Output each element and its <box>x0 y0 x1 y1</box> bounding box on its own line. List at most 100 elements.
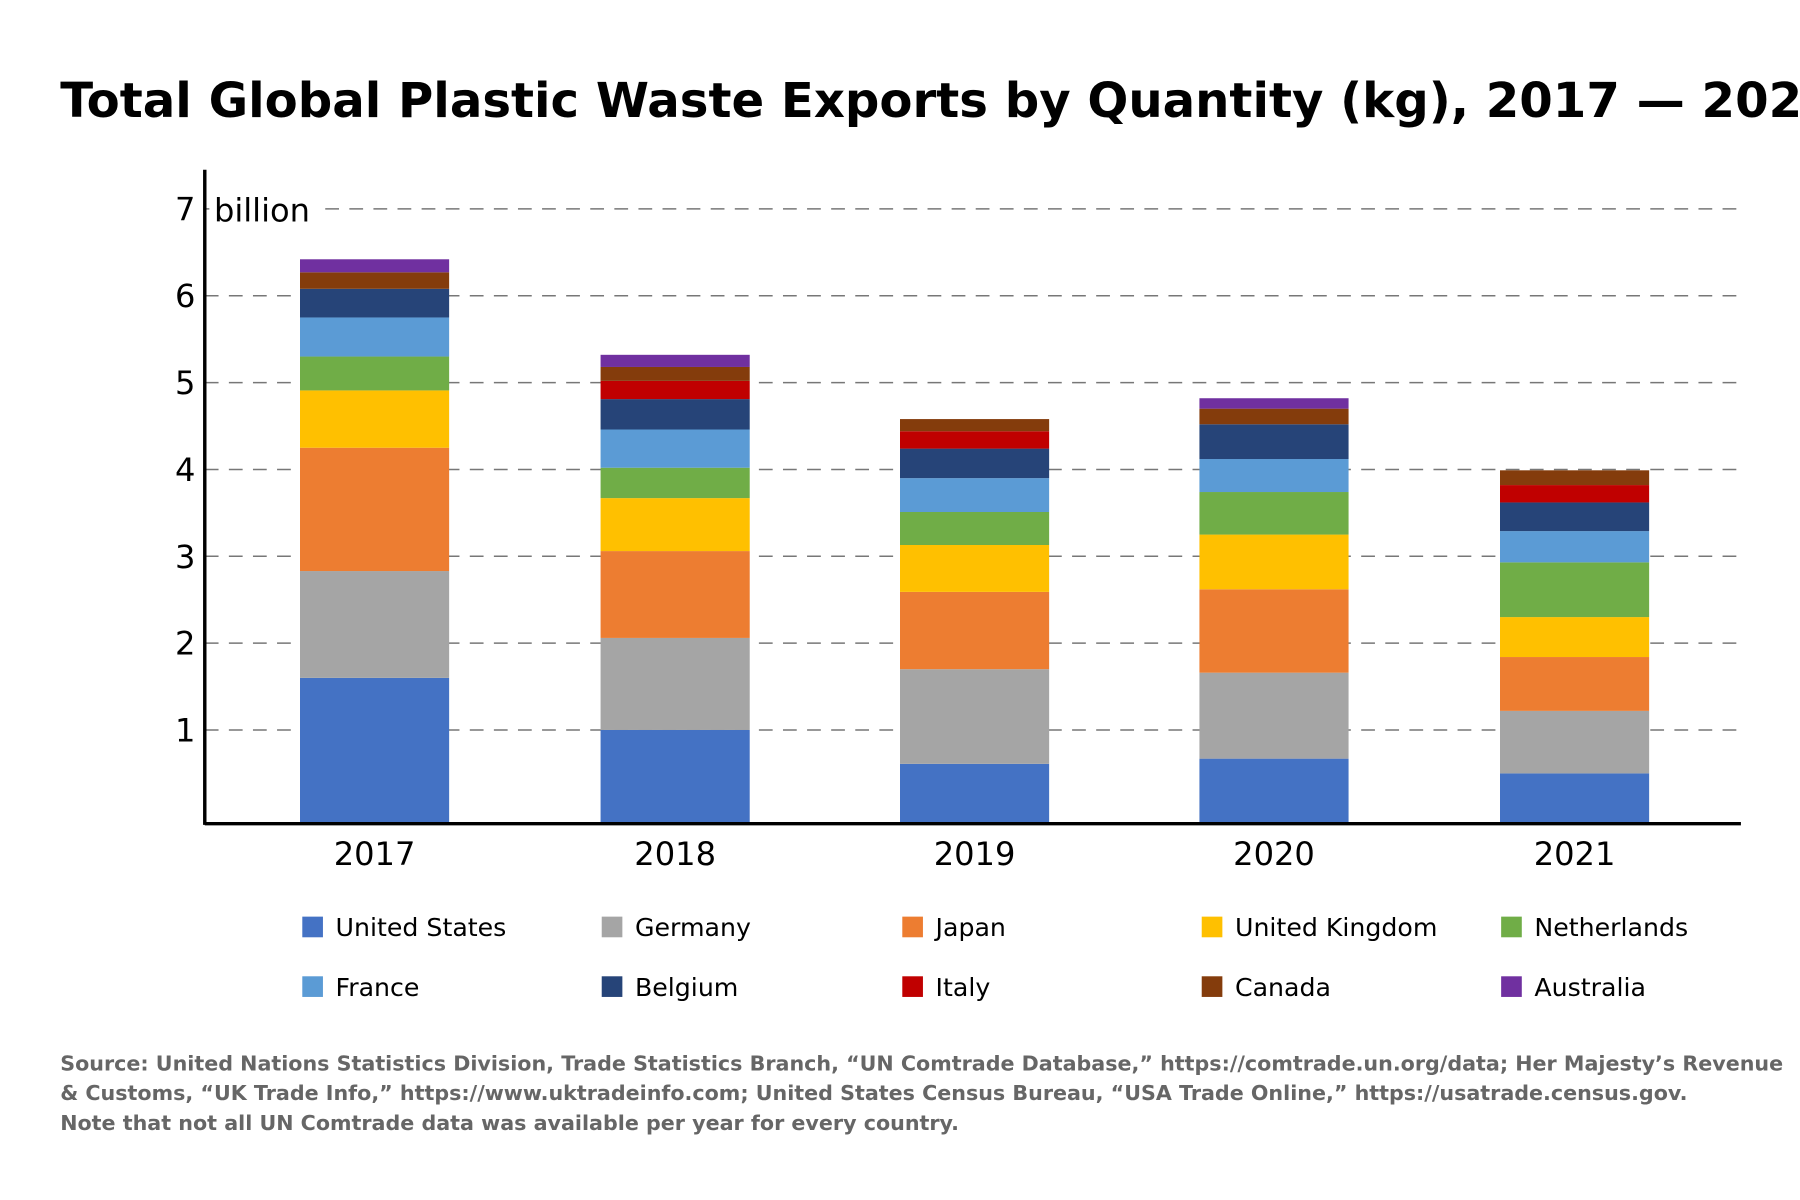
bar-segment-united-states-2019 <box>900 763 1050 824</box>
legend: United States Germany Japan United Kingdom N… <box>302 913 1688 1002</box>
bar-segment-france-2020 <box>1199 459 1349 493</box>
legend-item-united-states: United States <box>302 913 506 942</box>
bar-segment-netherlands-2019 <box>900 511 1050 546</box>
legend-swatch <box>1201 916 1223 938</box>
legend-item-australia: Australia <box>1501 973 1646 1002</box>
bar-segment-germany-2020 <box>1199 672 1349 759</box>
bar-segment-canada-2017 <box>300 272 450 289</box>
legend-label: United States <box>336 913 507 942</box>
legend-item-netherlands: Netherlands <box>1501 913 1688 942</box>
x-tick-label: 2018 <box>634 835 716 873</box>
bar-segment-belgium-2019 <box>900 448 1050 479</box>
x-tick-label: 2021 <box>1534 835 1616 873</box>
bar-segment-italy-2021 <box>1500 485 1650 503</box>
legend-item-france: France <box>302 973 419 1002</box>
bar-segment-united-states-2017 <box>300 677 450 824</box>
legend-label: Netherlands <box>1534 913 1688 942</box>
legend-swatch <box>902 916 923 938</box>
bar-segment-japan-2020 <box>1199 589 1349 673</box>
bar-segment-japan-2017 <box>300 447 450 572</box>
legend-swatch <box>1501 976 1522 997</box>
source-line-1: Source: United Nations Statistics Divisi… <box>60 1051 1783 1075</box>
bar-segment-belgium-2018 <box>600 399 750 430</box>
bar-segment-france-2017 <box>300 317 450 357</box>
bar-segment-japan-2018 <box>600 551 750 638</box>
x-tick-label: 2019 <box>934 835 1016 873</box>
bar-segment-italy-2019 <box>900 431 1050 449</box>
legend-swatch <box>302 976 323 997</box>
bar-segment-belgium-2017 <box>300 288 450 318</box>
legend-item-germany: Germany <box>601 913 751 942</box>
bar-segment-france-2019 <box>900 478 1050 512</box>
legend-item-belgium: Belgium <box>601 973 738 1002</box>
legend-label: Belgium <box>635 973 738 1002</box>
legend-swatch <box>902 976 923 997</box>
bar-segment-canada-2021 <box>1500 470 1650 486</box>
legend-swatch <box>601 916 623 938</box>
bar-segment-netherlands-2021 <box>1500 562 1650 618</box>
source-line-2: & Customs, “UK Trade Info,” https://www.… <box>60 1081 1687 1105</box>
bar-segment-japan-2019 <box>900 591 1050 670</box>
legend-item-canada: Canada <box>1201 973 1331 1002</box>
bar-segment-netherlands-2018 <box>600 467 750 499</box>
legend-label: Japan <box>934 913 1006 942</box>
y-tick-label: 7 <box>175 190 195 228</box>
legend-item-japan: Japan <box>902 913 1006 942</box>
bar-segment-netherlands-2020 <box>1199 492 1349 535</box>
bar-segment-canada-2020 <box>1199 408 1349 425</box>
legend-swatch <box>601 976 623 997</box>
legend-label: Germany <box>635 913 751 942</box>
bar-segment-france-2021 <box>1500 531 1650 563</box>
y-tick-label: 3 <box>175 538 195 576</box>
bar-segment-australia-2017 <box>300 259 450 273</box>
legend-label: Australia <box>1534 973 1646 1002</box>
legend-label: United Kingdom <box>1235 913 1437 942</box>
legend-swatch <box>1501 916 1522 938</box>
bar-segment-united-kingdom-2021 <box>1500 617 1650 658</box>
legend-item-united-kingdom: United Kingdom <box>1201 913 1437 942</box>
legend-label: France <box>336 973 420 1002</box>
chart-title: Total Global Plastic Waste Exports by Qu… <box>60 73 1800 129</box>
legend-swatch <box>302 916 323 938</box>
bar-segment-belgium-2021 <box>1500 502 1650 532</box>
legend-label: Italy <box>936 973 991 1002</box>
y-unit-label: billion <box>214 191 310 229</box>
x-tick-label: 2020 <box>1233 835 1315 873</box>
bar-segment-united-kingdom-2017 <box>300 390 450 448</box>
y-tick-label: 1 <box>175 711 195 749</box>
bar-segment-united-states-2020 <box>1199 758 1349 824</box>
y-tick-label: 4 <box>175 451 195 489</box>
y-tick-label: 2 <box>175 625 195 663</box>
y-tick-label: 6 <box>175 277 195 315</box>
bar-segment-germany-2021 <box>1500 710 1650 774</box>
bar-segment-italy-2018 <box>600 380 750 400</box>
bar-segment-japan-2021 <box>1500 657 1650 711</box>
bar-segment-netherlands-2017 <box>300 356 450 391</box>
axes: 1 2 3 4 5 6 7 2017 2018 2019 2020 2021 <box>175 169 1741 873</box>
bar-segment-france-2018 <box>600 429 750 468</box>
legend-label: Canada <box>1235 973 1331 1002</box>
y-tick-label: 5 <box>175 364 195 402</box>
bar-segment-canada-2018 <box>600 366 750 381</box>
bar-segment-germany-2018 <box>600 637 750 730</box>
bar-segment-united-kingdom-2019 <box>900 545 1050 592</box>
legend-swatch <box>1201 976 1223 997</box>
gridlines <box>204 208 1741 731</box>
bar-segment-belgium-2020 <box>1199 424 1349 460</box>
bar-segment-united-states-2021 <box>1500 773 1650 824</box>
bar-segment-germany-2017 <box>300 571 450 678</box>
bar-segment-germany-2019 <box>900 669 1050 764</box>
source-note: Source: United Nations Statistics Divisi… <box>60 1051 1783 1135</box>
source-line-3: Note that not all UN Comtrade data was a… <box>60 1111 959 1135</box>
bar-segment-australia-2018 <box>600 354 750 367</box>
bars <box>300 259 1650 824</box>
x-tick-label: 2017 <box>334 835 416 873</box>
bar-segment-canada-2019 <box>900 419 1050 432</box>
bar-segment-united-kingdom-2018 <box>600 498 750 552</box>
bar-segment-united-kingdom-2020 <box>1199 534 1349 590</box>
bar-segment-australia-2020 <box>1199 398 1349 409</box>
bar-segment-united-states-2018 <box>600 729 750 824</box>
legend-item-italy: Italy <box>902 973 990 1002</box>
unit-label-bg <box>209 190 325 230</box>
